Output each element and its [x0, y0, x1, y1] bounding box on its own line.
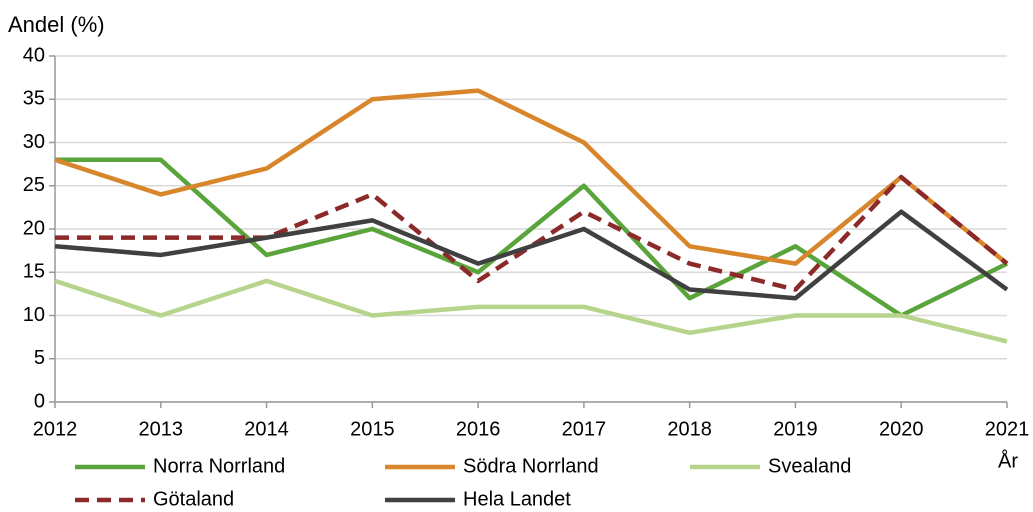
y-tick-label: 35	[23, 88, 45, 110]
series-line	[54, 278, 1008, 344]
x-tick-label: 2016	[456, 418, 501, 440]
y-tick-label: 40	[23, 44, 45, 66]
y-tick-label: 25	[23, 174, 45, 196]
series-line	[55, 157, 1008, 318]
legend-label: Södra Norrland	[463, 455, 599, 477]
x-tick-label: 2020	[879, 418, 924, 440]
legend-label: Svealand	[768, 455, 851, 477]
x-tick-label: 2013	[139, 418, 184, 440]
x-tick-label: 2014	[244, 418, 289, 440]
y-axis-label: Andel (%)	[8, 12, 105, 37]
legend-label: Hela Landet	[463, 488, 571, 510]
y-tick-label: 20	[23, 217, 45, 239]
x-tick-label: 2017	[562, 418, 607, 440]
series-line	[55, 174, 1009, 292]
x-tick-label: 2012	[33, 418, 78, 440]
series-line	[54, 209, 1009, 301]
y-tick-label: 30	[23, 131, 45, 153]
x-tick-label: 2015	[350, 418, 395, 440]
legend-label: Götaland	[153, 488, 234, 510]
x-tick-label: 2018	[667, 418, 712, 440]
x-tick-label: 2021	[985, 418, 1030, 440]
y-tick-label: 0	[34, 390, 45, 412]
y-tick-label: 10	[23, 304, 45, 326]
x-axis-label: År	[998, 449, 1018, 472]
legend-label: Norra Norrland	[153, 455, 285, 477]
series-line	[54, 88, 1009, 266]
y-tick-label: 15	[23, 261, 45, 283]
x-tick-label: 2019	[773, 418, 818, 440]
y-tick-label: 5	[34, 347, 45, 369]
